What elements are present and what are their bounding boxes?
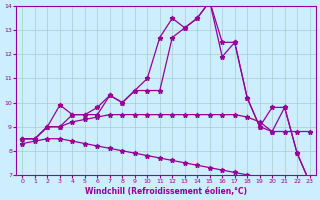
X-axis label: Windchill (Refroidissement éolien,°C): Windchill (Refroidissement éolien,°C) — [85, 187, 247, 196]
